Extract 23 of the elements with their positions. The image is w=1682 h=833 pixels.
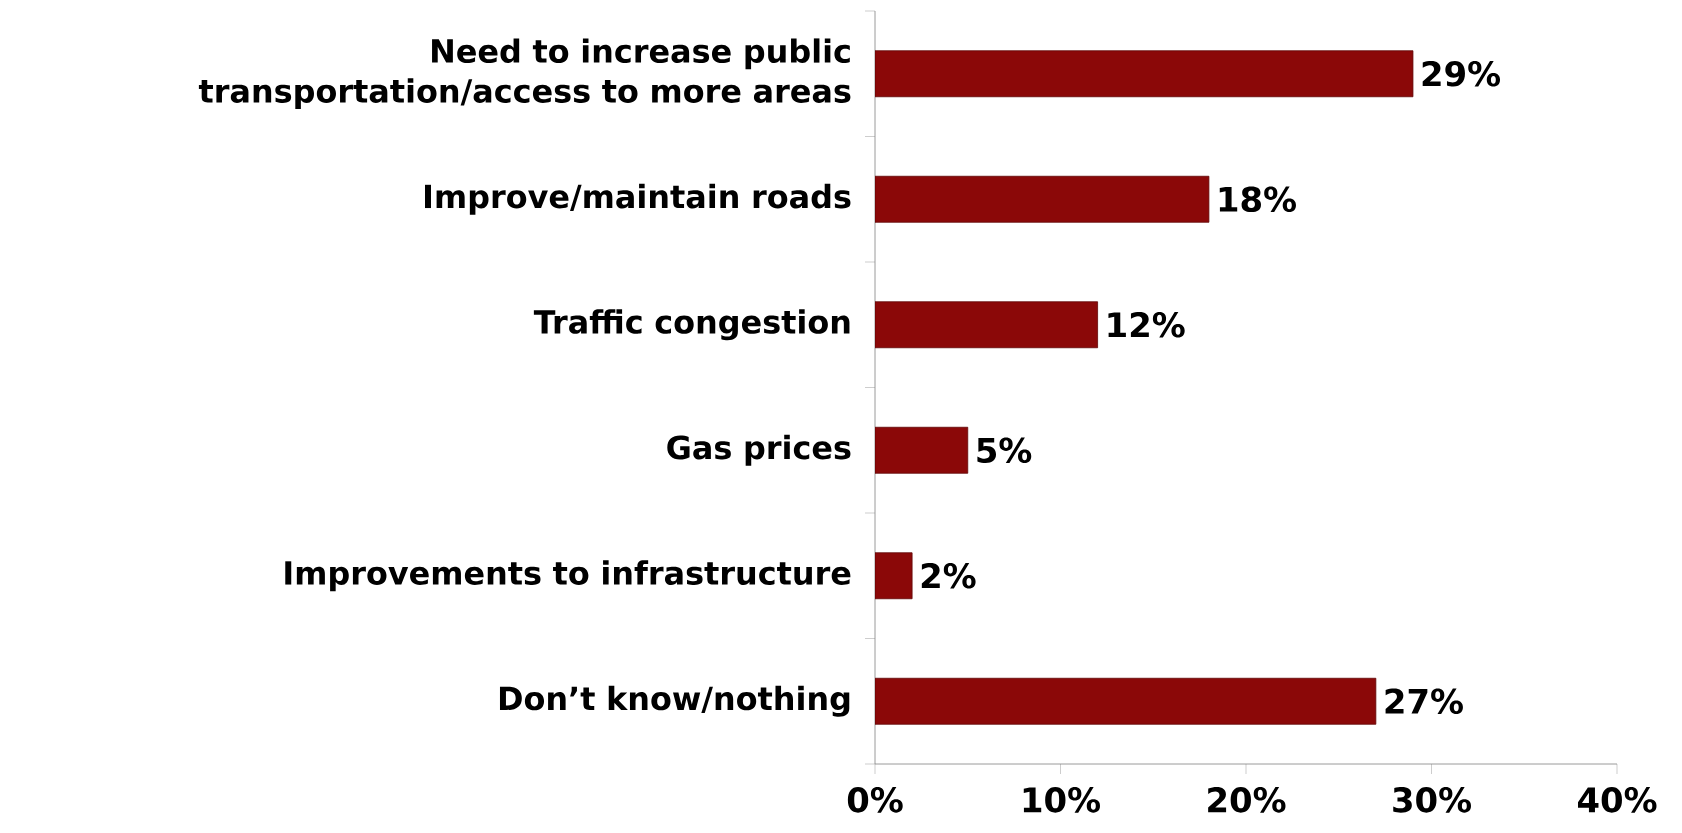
y-tick-label: Improve/maintain roads (425, 183, 851, 215)
x-tick-label: 10% (1023, 787, 1100, 813)
x-tick-label: 20% (1208, 787, 1286, 813)
bar (875, 677, 1377, 725)
y-tick-label: Improvements to infrastructure (285, 560, 851, 592)
bar (875, 301, 1098, 349)
bar (875, 552, 913, 600)
data-label: 27% (1385, 688, 1463, 715)
bar (875, 50, 1414, 98)
data-label: 18% (1219, 186, 1296, 213)
y-tick-label: Traffic congestion (533, 309, 850, 341)
x-tick-label: 0% (847, 787, 903, 813)
y-tick-label: Need to increase public transportation/access to more areas (198, 38, 851, 110)
y-tick-label: Gas prices (667, 434, 851, 466)
y-tick-label: Don’t know/nothing (499, 685, 850, 717)
data-label: 5% (977, 437, 1032, 464)
x-tick-label: 40% (1578, 787, 1657, 813)
data-label: 12% (1108, 311, 1185, 338)
x-tick-label: 30% (1393, 787, 1471, 813)
data-label: 29% (1422, 60, 1501, 87)
bar (875, 175, 1210, 223)
data-label: 2% (921, 562, 976, 589)
bar (875, 426, 969, 474)
